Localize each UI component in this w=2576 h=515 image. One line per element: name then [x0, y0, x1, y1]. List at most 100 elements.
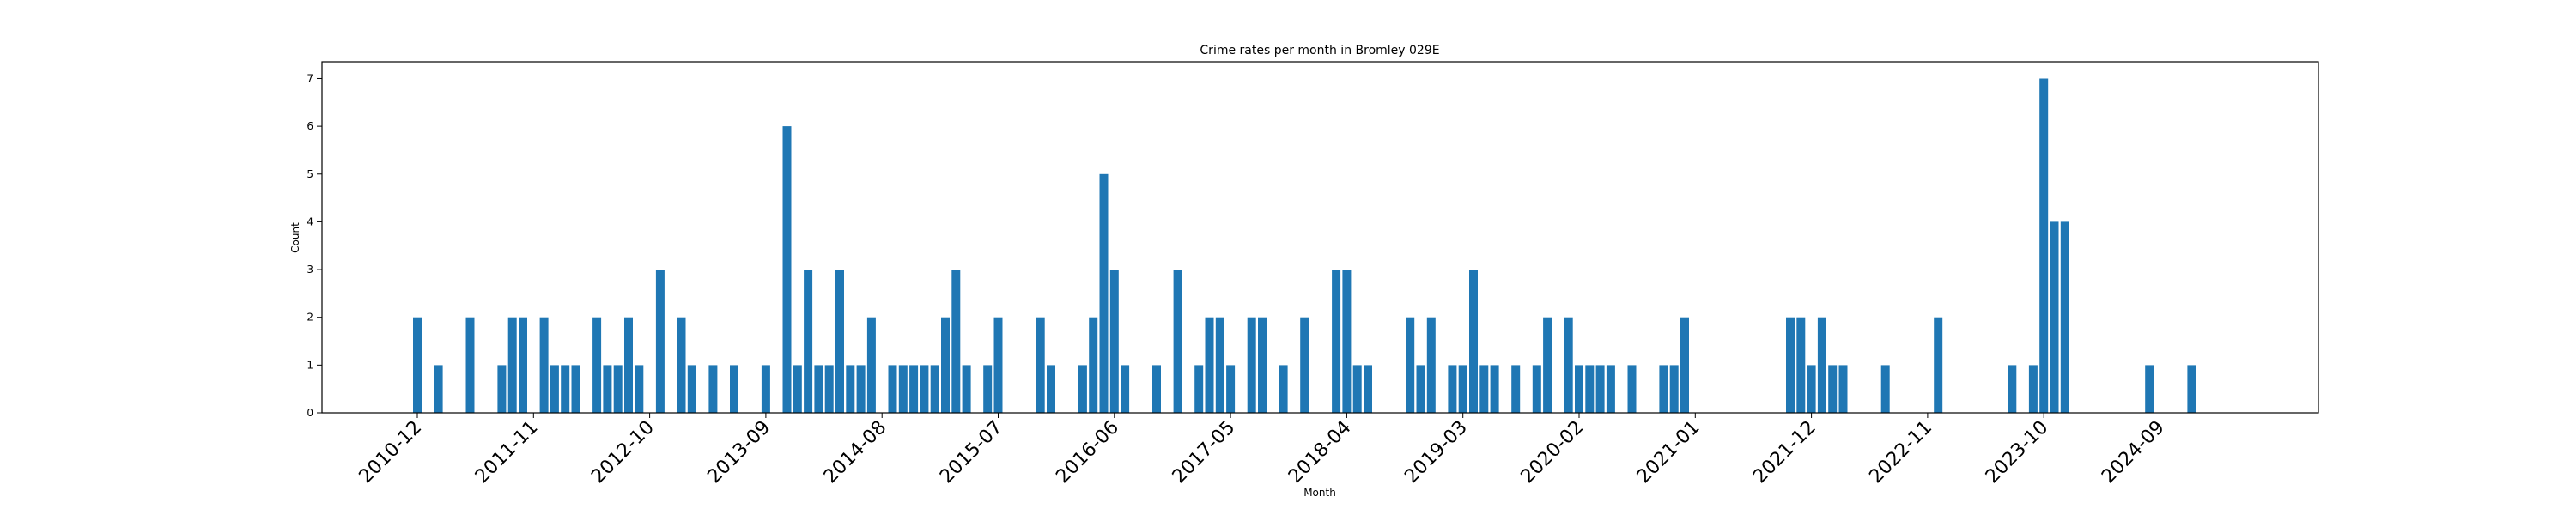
- bar-2012-06: [603, 365, 612, 413]
- y-tick-label-1: 1: [307, 359, 313, 371]
- bar-2015-06: [983, 365, 993, 413]
- bar-2022-03: [1838, 365, 1848, 413]
- bar-2019-06: [1490, 365, 1499, 413]
- bar-2016-04: [1089, 317, 1098, 413]
- bar-2013-01: [677, 317, 686, 413]
- bar-2012-08: [624, 317, 633, 413]
- bar-2016-03: [1078, 365, 1087, 413]
- bar-2012-05: [592, 317, 602, 413]
- bar-2018-12: [1426, 317, 1436, 413]
- bar-2020-12: [1680, 317, 1689, 413]
- bar-2013-11: [782, 126, 792, 413]
- bar-2023-12: [2060, 221, 2069, 413]
- bar-2020-11: [1669, 365, 1679, 413]
- y-axis: 0 1 2 3 4 5 6 7: [307, 72, 322, 419]
- x-axis-label: Month: [1303, 487, 1336, 499]
- bar-2021-11: [1796, 317, 1806, 413]
- bars-group: [413, 78, 2196, 414]
- y-tick-label-7: 7: [307, 72, 313, 84]
- bar-2020-07: [1627, 365, 1637, 413]
- bar-2015-02: [941, 317, 950, 413]
- bar-2013-04: [708, 365, 718, 413]
- bar-2010-12: [413, 317, 422, 413]
- y-tick-label-4: 4: [307, 215, 313, 227]
- bar-2022-12: [1934, 317, 1943, 413]
- bar-2015-03: [951, 270, 961, 413]
- bar-2016-07: [1121, 365, 1130, 413]
- bar-2014-01: [804, 270, 813, 413]
- bar-2017-02: [1194, 365, 1204, 413]
- bar-2012-07: [613, 365, 623, 413]
- bar-2020-04: [1595, 365, 1605, 413]
- bar-2019-08: [1511, 365, 1521, 413]
- bar-2019-04: [1469, 270, 1478, 413]
- bar-2024-12: [2187, 365, 2196, 413]
- bar-2015-07: [993, 317, 1003, 413]
- bar-2018-11: [1416, 365, 1425, 413]
- bar-2012-01: [550, 365, 559, 413]
- bar-2011-05: [465, 317, 475, 413]
- bar-2011-02: [434, 365, 443, 413]
- bar-2023-10: [2039, 78, 2049, 413]
- bar-2020-02: [1575, 365, 1583, 413]
- bar-2017-03: [1205, 317, 1214, 413]
- bar-2024-08: [2145, 365, 2154, 413]
- bar-2013-12: [793, 365, 802, 413]
- bar-2016-06: [1109, 270, 1119, 413]
- bar-2014-09: [888, 365, 897, 413]
- y-tick-label-5: 5: [307, 168, 313, 180]
- bar-2012-02: [561, 365, 570, 413]
- bar-2014-11: [909, 365, 919, 413]
- y-tick-label-0: 0: [307, 407, 313, 419]
- bar-2020-05: [1606, 365, 1615, 413]
- bar-2017-10: [1279, 365, 1288, 413]
- bar-2011-12: [539, 317, 549, 413]
- bar-2019-11: [1543, 317, 1552, 413]
- bar-2017-12: [1300, 317, 1309, 413]
- bar-2014-10: [898, 365, 908, 413]
- bar-2019-02: [1448, 365, 1457, 413]
- bar-2023-09: [2028, 365, 2038, 413]
- bar-2011-08: [497, 365, 507, 413]
- bar-2018-06: [1364, 365, 1372, 413]
- bar-2012-09: [635, 365, 644, 413]
- bar-2021-12: [1807, 365, 1816, 413]
- bar-2015-04: [962, 365, 971, 413]
- y-tick-label-2: 2: [307, 312, 313, 324]
- bar-2022-01: [1817, 317, 1826, 413]
- bar-2017-04: [1215, 317, 1224, 413]
- bar-2016-12: [1173, 270, 1182, 413]
- bar-2015-12: [1047, 365, 1055, 413]
- bar-2016-05: [1099, 173, 1109, 414]
- y-axis-label: Count: [289, 222, 301, 253]
- bar-2015-11: [1036, 317, 1045, 413]
- bar-2011-09: [507, 317, 517, 413]
- bar-2015-01: [930, 365, 939, 413]
- bar-2019-03: [1458, 365, 1467, 413]
- chart-title: Crime rates per month in Bromley 029E: [1200, 44, 1439, 58]
- bar-2012-03: [571, 365, 580, 413]
- bar-2014-07: [866, 317, 876, 413]
- bar-2018-10: [1406, 317, 1415, 413]
- plot-frame: [321, 61, 2319, 414]
- bar-2014-02: [814, 365, 823, 413]
- bar-2014-03: [824, 365, 834, 413]
- bar-2014-06: [856, 365, 866, 413]
- bar-2014-04: [835, 270, 844, 413]
- bar-2022-02: [1828, 365, 1838, 413]
- bar-2020-01: [1564, 317, 1573, 413]
- bar-2020-10: [1659, 365, 1668, 413]
- bar-2019-10: [1532, 365, 1541, 413]
- bar-2017-08: [1258, 317, 1267, 413]
- bar-2023-11: [2050, 221, 2059, 413]
- y-tick-label-3: 3: [307, 264, 313, 276]
- bar-2014-12: [920, 365, 929, 413]
- bar-2023-07: [2008, 365, 2017, 413]
- bar-2012-11: [655, 270, 665, 413]
- bar-2018-04: [1342, 270, 1352, 413]
- bar-2017-05: [1226, 365, 1236, 413]
- bar-2018-05: [1352, 365, 1362, 413]
- bar-2019-05: [1479, 365, 1489, 413]
